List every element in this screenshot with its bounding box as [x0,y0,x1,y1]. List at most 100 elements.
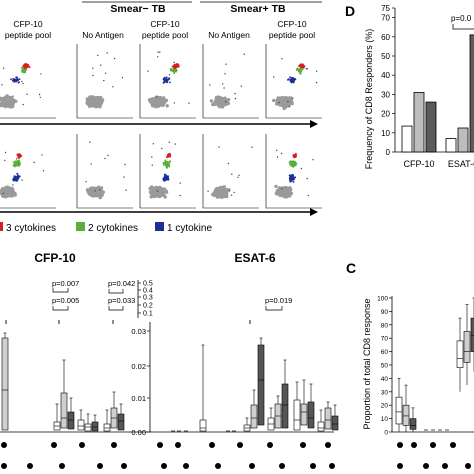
flow-dot-1-cytokine [165,76,168,79]
flow-dot-2-cytokines [293,160,296,163]
flow-dot-sparse [316,70,318,73]
condition-dot [267,442,273,448]
legend-label-1-cytokine: 1 cytokine [167,223,212,234]
flow-dot-negative [91,187,95,191]
condition-dot [27,463,33,469]
flow-dot-sparse [124,163,126,166]
c-condition-dot [411,442,417,448]
flow-dot-sparse [168,141,170,143]
box [199,419,207,432]
flow-dot-sparse [240,85,242,87]
panel-c-tick-label: 50 [381,363,389,370]
flow-dot-negative [281,98,286,102]
panel-c-tick-label: 30 [381,389,389,396]
panel-a: Smear− TB Smear+ TB CFP-10 peptide pool … [0,1,322,234]
flow-dot-sparse [174,143,176,145]
bar-esat-6-series-3 [469,34,474,153]
flow-dot-sparse [306,68,309,70]
flow-dot-negative [272,98,276,103]
row1-arrow-head [310,120,318,128]
flow-dot-2-cytokines [174,69,177,72]
flow-plot-frames [0,44,322,209]
flow-dot-negative [148,186,152,191]
panel-d-pvalue-bracket [452,24,474,30]
c-condition-dot [397,463,403,469]
pvalue-cfp10-4: p=0.033 [108,296,135,305]
box [257,344,265,426]
flow-dot-negative [94,193,98,197]
flow-dot-1-cytokine [162,77,165,80]
flow-dot-3-cytokines [292,154,295,156]
panel-c-tick-label: 80 [381,322,389,329]
flow-dot-3-cytokines [301,63,304,66]
flow-dot-negative [218,186,222,190]
flow-dot-negative [91,192,95,196]
c-condition-dot [465,463,471,469]
flow-dot-negative [149,190,153,195]
condition-dot [59,463,65,469]
flow-dot-sparse [234,97,237,100]
box [300,403,308,426]
flow-dot-2-cytokines [18,163,21,166]
flow-dot-sparse [4,159,6,162]
main-y-ticks: 0.03 0.02 0.01 0.00 [131,327,150,437]
flow-dot-sparse [218,146,220,148]
box [307,401,315,429]
condition-dot [79,442,85,448]
flow-dot-1-cytokine [294,78,297,81]
panel-d-tick-label: 75 [381,4,390,13]
flow-dot-2-cytokines [163,162,166,165]
flow-dot-2-cytokines [169,69,172,72]
flow-dot-negative [156,98,160,103]
flow-dot-negative [85,97,90,101]
flow-dot-2-cytokines [15,162,18,165]
flow-dot-negative [214,95,219,100]
flow-dot-negative [98,195,103,200]
flow-dot-sparse [22,103,24,106]
box [60,392,68,429]
bracket-cfp10-4 [108,306,124,311]
legend-swatch-1-cytokine [155,222,164,231]
flow-dot-sparse [33,161,35,164]
flow-dot-negative [209,99,214,103]
flow-dot-sparse [12,184,14,186]
flow-dot-sparse [105,72,107,75]
box [331,415,339,431]
flow-dot-negative [95,189,100,193]
flow-dot-negative [287,101,292,106]
condition-dot [111,442,117,448]
flow-dot-1-cytokine [291,177,294,180]
flow-dot-sparse [300,167,303,170]
flow-dot-negative [287,192,291,196]
panel-c-tick-label: 100 [377,296,388,303]
flow-plot-frame [76,134,133,209]
flow-dot-sparse [207,190,209,192]
flow-dot-negative [86,189,90,193]
group-header-smear-pos: Smear+ TB [230,3,286,15]
flow-dot-sparse [161,147,163,150]
panel-c-tick-label: 70 [381,336,389,343]
box [281,383,289,429]
flow-dot-negative [95,100,99,104]
flow-dot-negative [0,97,4,101]
bar-cfp-10-series-1 [401,125,413,153]
flow-dot-sparse [90,163,92,165]
legend-swatch-2-cytokines [76,222,85,231]
flow-dot-sparse [278,101,280,104]
flow-dot-negative [86,102,90,106]
panel-d-tick-label: 70 [381,14,390,23]
flow-dot-1-cytokine [164,178,167,180]
box [250,404,258,429]
legend-label-2-cytokines: 2 cytokines [88,223,138,234]
flow-dot-sparse [39,96,41,99]
flow-dot-sparse [227,162,230,165]
flow-dot-sparse [147,70,149,72]
bracket-cfp10-1 [52,288,69,293]
condition-dot [1,463,7,469]
flow-dot-negative [275,100,279,104]
flow-dot-negative [164,98,169,103]
c-condition-dot [397,442,403,448]
box [84,423,92,432]
c-box [409,418,417,430]
